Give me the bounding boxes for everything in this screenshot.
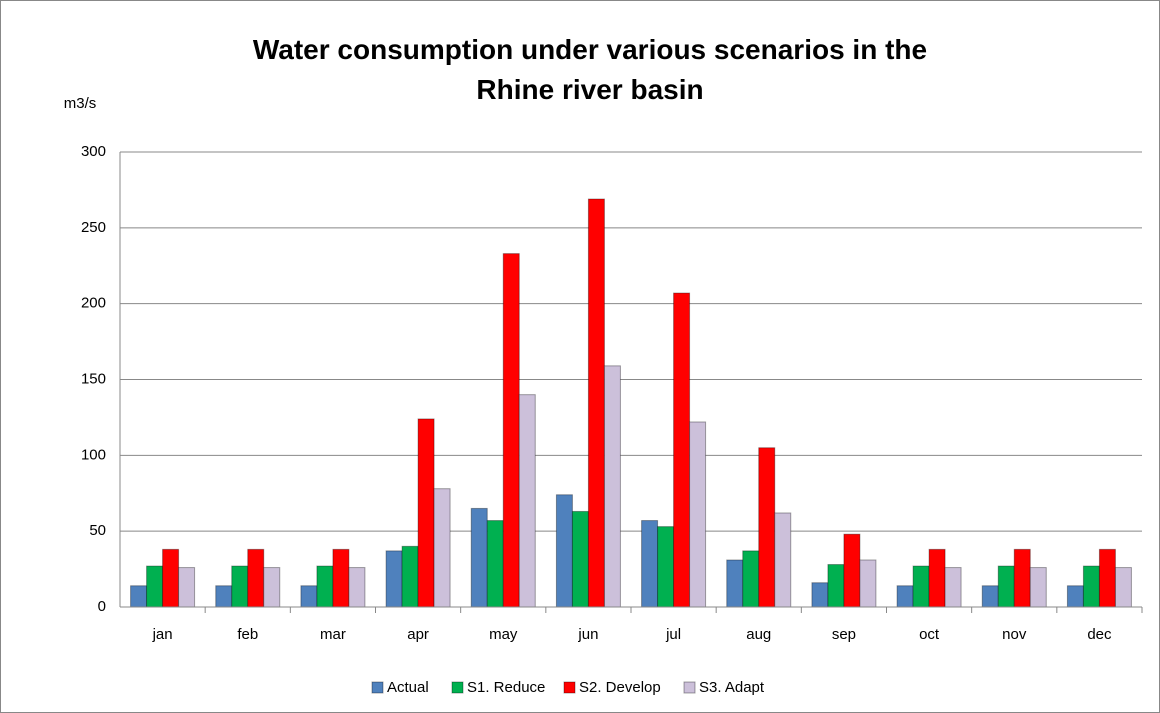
legend-swatch <box>683 681 696 694</box>
legend-label: Actual <box>387 679 429 696</box>
bar <box>827 564 845 608</box>
bar <box>774 512 792 608</box>
bar <box>571 510 589 608</box>
bar <box>1082 565 1100 608</box>
bar <box>178 567 196 608</box>
bar <box>689 421 707 608</box>
x-tick-label: nov <box>1002 626 1027 643</box>
x-tick-label: may <box>489 626 518 643</box>
bar <box>1098 548 1116 608</box>
y-tick-label: 200 <box>81 295 106 312</box>
x-tick-label: mar <box>320 626 346 643</box>
bar <box>215 585 233 608</box>
legend-swatch <box>371 681 384 694</box>
x-tick-label: jun <box>577 626 598 643</box>
bar <box>673 292 691 608</box>
bar <box>657 526 675 608</box>
bar <box>316 565 334 608</box>
bar <box>726 559 744 608</box>
y-tick-label: 250 <box>81 219 106 236</box>
y-tick-label: 0 <box>98 598 106 615</box>
legend-label: S1. Reduce <box>467 679 545 696</box>
bar <box>859 559 877 608</box>
bar <box>300 585 318 608</box>
bar <box>981 585 999 608</box>
chart-title: Water consumption under various scenario… <box>252 34 928 105</box>
bar <box>247 548 265 608</box>
bar <box>928 548 946 608</box>
bar <box>742 550 760 608</box>
y-tick-label: 300 <box>81 143 106 160</box>
x-tick-label: apr <box>407 626 429 643</box>
x-tick-label: jul <box>665 626 681 643</box>
bar <box>401 545 419 608</box>
bar <box>385 550 403 608</box>
bar <box>231 565 249 608</box>
bar <box>555 494 573 608</box>
bar <box>912 565 930 608</box>
bar <box>417 418 435 608</box>
bar <box>641 520 659 608</box>
bar <box>758 447 776 608</box>
legend-label: S3. Adapt <box>699 679 765 696</box>
bar <box>263 567 281 608</box>
bar <box>944 567 962 608</box>
bar <box>146 565 164 608</box>
bar <box>486 520 504 608</box>
bar <box>587 198 605 608</box>
legend-swatch <box>563 681 576 694</box>
legend-label: S2. Develop <box>579 679 661 696</box>
y-tick-label: 100 <box>81 446 106 463</box>
y-tick-label: 150 <box>81 370 106 387</box>
bar <box>332 548 350 608</box>
bar <box>433 488 451 608</box>
bar <box>896 585 914 608</box>
bar <box>502 253 520 608</box>
x-tick-label: oct <box>919 626 940 643</box>
x-tick-label: dec <box>1087 626 1112 643</box>
x-tick-label: feb <box>237 626 258 643</box>
y-tick-label: 50 <box>89 522 106 539</box>
bar <box>130 585 148 608</box>
x-tick-label: jan <box>152 626 173 643</box>
bar <box>997 565 1015 608</box>
bar <box>162 548 180 608</box>
bar <box>1114 567 1132 608</box>
bar <box>811 582 829 608</box>
bar <box>1013 548 1031 608</box>
bar <box>603 365 621 608</box>
bar <box>1066 585 1084 608</box>
bar <box>518 394 536 608</box>
x-tick-label: aug <box>746 626 771 643</box>
bar <box>470 507 488 608</box>
bar <box>843 533 861 608</box>
legend-swatch <box>451 681 464 694</box>
bar <box>1029 567 1047 608</box>
y-axis-label: m3/s <box>64 95 97 112</box>
bar <box>348 567 366 608</box>
x-tick-label: sep <box>832 626 856 643</box>
